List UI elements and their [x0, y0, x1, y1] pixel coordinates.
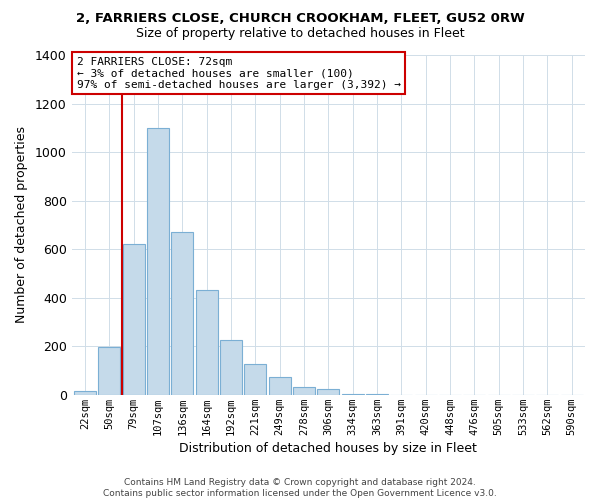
Text: Contains HM Land Registry data © Crown copyright and database right 2024.
Contai: Contains HM Land Registry data © Crown c… [103, 478, 497, 498]
X-axis label: Distribution of detached houses by size in Fleet: Distribution of detached houses by size … [179, 442, 477, 455]
Bar [98, 348, 121, 395]
Bar [172, 232, 193, 395]
Text: 2 FARRIERS CLOSE: 72sqm
← 3% of detached houses are smaller (100)
97% of semi-de: 2 FARRIERS CLOSE: 72sqm ← 3% of detached… [77, 56, 401, 90]
Bar [342, 394, 364, 395]
Bar [147, 128, 169, 395]
Text: Size of property relative to detached houses in Fleet: Size of property relative to detached ho… [136, 28, 464, 40]
Bar [293, 388, 315, 395]
Bar [317, 388, 339, 395]
Bar [269, 376, 290, 395]
Bar [366, 394, 388, 395]
Bar [244, 364, 266, 395]
Bar [123, 244, 145, 395]
Bar [220, 340, 242, 395]
Bar [74, 391, 96, 395]
Y-axis label: Number of detached properties: Number of detached properties [15, 126, 28, 324]
Bar [196, 290, 218, 395]
Text: 2, FARRIERS CLOSE, CHURCH CROOKHAM, FLEET, GU52 0RW: 2, FARRIERS CLOSE, CHURCH CROOKHAM, FLEE… [76, 12, 524, 26]
